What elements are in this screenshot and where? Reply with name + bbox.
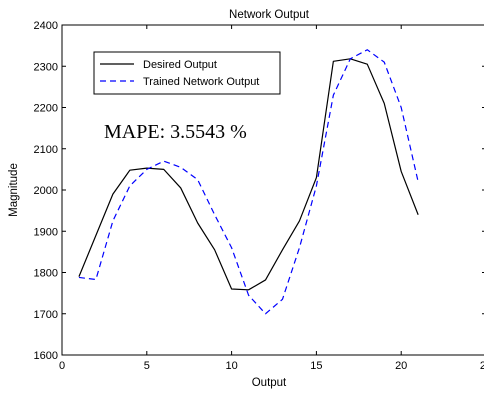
series-layer: [78, 49, 419, 315]
y-tick-label: 2200: [34, 103, 58, 115]
chart-title: Network Output: [229, 9, 310, 21]
y-axis-label: Magnitude: [8, 163, 20, 217]
x-tick-label: 5: [144, 360, 150, 372]
legend: Desired Output Trained Network Output: [93, 51, 281, 95]
y-tick-label: 1900: [34, 226, 58, 238]
y-tick-label: 2100: [34, 144, 58, 156]
y-tick-label: 2300: [34, 61, 58, 73]
y-tick-label: 1600: [34, 350, 58, 362]
y-tick-label: 1800: [34, 268, 58, 280]
series-line-desired-output: [78, 58, 419, 291]
axis-ticks: 0 5 10 15 20 25 1600 1700 1800 1900 2000 2100 2200 23…: [34, 20, 484, 372]
y-tick-label: 1700: [34, 309, 58, 321]
x-tick-label: 20: [395, 360, 407, 372]
series-line-trained-network-output: [78, 49, 419, 315]
x-tick-label: 10: [225, 360, 237, 372]
legend-label-trained-network-output: Trained Network Output: [143, 76, 259, 88]
mape-annotation: MAPE: 3.5543 %: [104, 121, 247, 143]
x-axis-label: Output: [252, 377, 287, 389]
legend-label-desired-output: Desired Output: [143, 59, 217, 71]
x-tick-label: 0: [59, 360, 65, 372]
y-tick-label: 2400: [34, 20, 58, 32]
y-tick-label: 2000: [34, 185, 58, 197]
x-tick-label: 15: [310, 360, 322, 372]
x-tick-label: 25: [480, 360, 484, 372]
legend-box: [93, 51, 281, 95]
